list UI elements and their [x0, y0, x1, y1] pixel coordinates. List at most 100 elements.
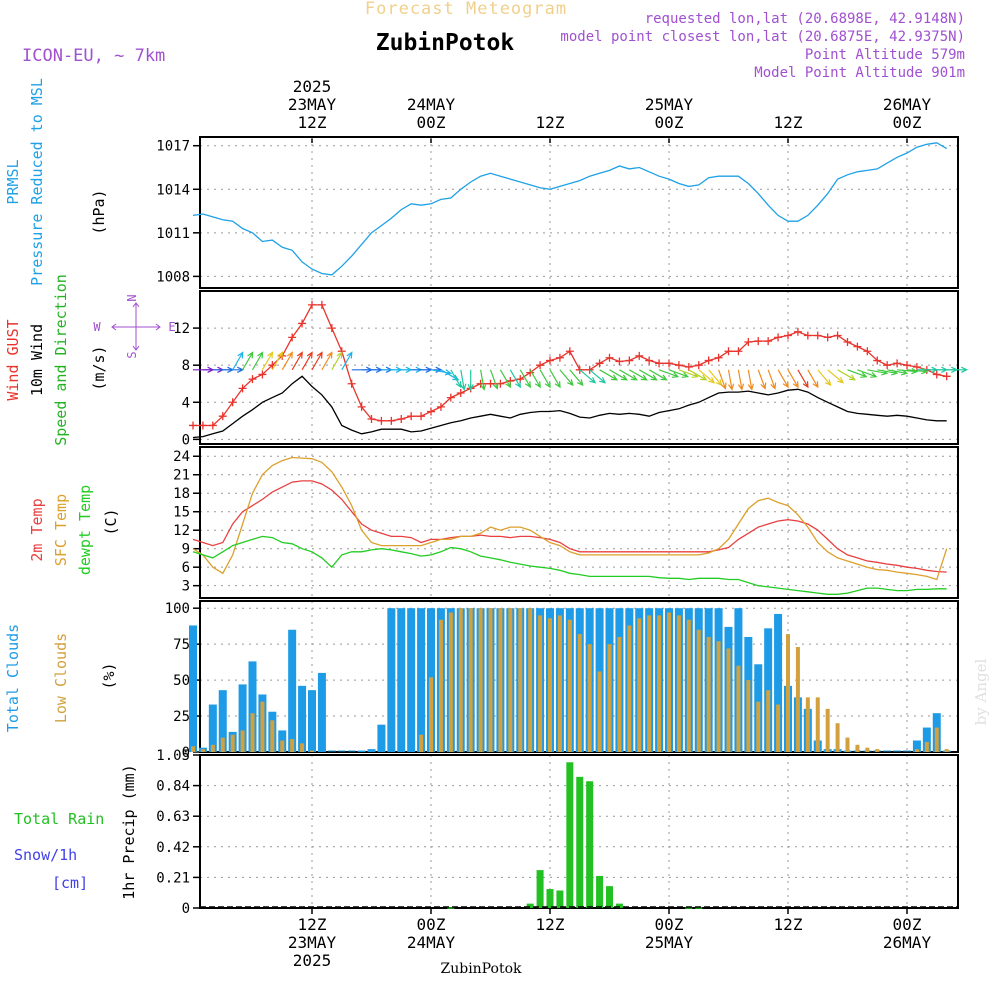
low-cloud-bar — [597, 671, 602, 752]
gust-marker — [784, 331, 792, 340]
low-cloud-bar — [855, 744, 860, 752]
wind-speed-line — [192, 375, 947, 439]
total-cloud-bar — [764, 628, 773, 752]
wind-direction-arrow — [609, 369, 629, 381]
y-tick-label: 75 — [173, 637, 190, 653]
top-time-label: 12Z — [774, 113, 803, 132]
low-cloud-bar — [478, 608, 483, 752]
gust-marker — [417, 412, 426, 421]
low-clouds-label: Low Clouds — [52, 633, 70, 723]
total-cloud-bar — [387, 608, 396, 752]
y-tick-label: 1008 — [156, 269, 190, 285]
total-cloud-bar — [288, 629, 297, 752]
gust-marker — [397, 414, 406, 423]
low-cloud-bar — [944, 749, 949, 752]
sfc-temp-label: SFC Temp — [52, 494, 70, 566]
low-cloud-bar — [528, 608, 533, 752]
y-tick-label: 0 — [182, 745, 190, 761]
compass-west: W — [93, 320, 101, 334]
panel-frame — [199, 446, 959, 599]
total-cloud-bar — [248, 661, 257, 752]
requested-coords: requested lon,lat (20.6898E, 42.9148N) — [645, 11, 965, 27]
low-cloud-bar — [845, 737, 850, 752]
gust-marker — [546, 356, 554, 365]
bottom-time-label: 24MAY — [407, 933, 456, 952]
wind-direction-arrow — [281, 351, 294, 371]
total-cloud-bar — [189, 625, 197, 752]
gust-marker — [883, 361, 892, 370]
gust-marker — [615, 357, 624, 366]
gust-marker — [228, 398, 237, 407]
wind-direction-arrow — [648, 369, 668, 381]
gust-marker — [734, 347, 743, 356]
total-cloud-bar — [208, 704, 217, 752]
compass-south: S — [125, 351, 139, 358]
wind-direction-arrow — [668, 369, 690, 378]
wind-direction-arrow — [251, 351, 264, 371]
y-tick-label: 8 — [182, 358, 190, 374]
bottom-time-label: 25MAY — [645, 933, 694, 952]
bottom-time-label: 23MAY — [288, 933, 337, 952]
rain-bar — [536, 870, 544, 908]
y-tick-label: 12 — [173, 321, 190, 337]
total-cloud-bar — [317, 672, 326, 752]
wind-direction-arrow — [509, 369, 521, 389]
pressure-label: Pressure Reduced to MSL — [28, 78, 46, 286]
y-tick-label: 0.84 — [156, 779, 190, 795]
top-time-label: 00Z — [417, 113, 446, 132]
gust-marker — [456, 389, 465, 397]
low-cloud-bar — [786, 634, 790, 752]
bottom-time-label: 00Z — [893, 915, 922, 934]
total-cloud-bar — [397, 608, 406, 752]
pressure-line — [192, 142, 948, 276]
top-time-label: 25MAY — [645, 95, 694, 114]
panel-clouds: 0 25 50 75 100 Total Clouds Low Clouds (%) — [4, 600, 959, 761]
low-cloud-bar — [270, 720, 275, 752]
gust-marker — [942, 372, 951, 381]
low-cloud-bar — [220, 737, 225, 752]
low-cloud-bar — [567, 619, 572, 752]
top-time-label: 24MAY — [407, 95, 456, 114]
gust-marker — [189, 421, 197, 430]
total-rain-label: Total Rain — [14, 810, 104, 828]
gust-marker — [714, 353, 723, 362]
temp-unit: (C) — [102, 508, 120, 535]
dewpt-label: dewpt Temp — [76, 485, 94, 575]
y-tick-label: 15 — [173, 505, 190, 521]
gust-marker — [625, 356, 634, 365]
y-tick-label: 3 — [182, 579, 190, 595]
bottom-time-label: 12Z — [298, 915, 327, 934]
wind-direction-arrow — [787, 369, 799, 389]
gust-marker — [575, 365, 584, 374]
gust-marker — [486, 379, 495, 388]
gust-marker — [764, 337, 773, 346]
bottom-time-label: 12Z — [774, 915, 803, 934]
prmsl-label: PRMSL — [4, 159, 22, 204]
gust-marker — [248, 375, 257, 384]
gust-marker — [744, 338, 753, 346]
footer-location: ZubinPotok — [440, 961, 522, 977]
low-cloud-bar — [766, 690, 771, 752]
y-tick-label: 0 — [182, 432, 190, 448]
wind-direction-arrow — [897, 367, 919, 375]
low-cloud-bar — [805, 697, 810, 752]
low-cloud-bar — [924, 741, 929, 752]
compass-north: N — [125, 294, 139, 301]
low-cloud-bar — [756, 701, 761, 752]
wind-direction-arrow — [569, 369, 584, 387]
rain-bar — [695, 907, 703, 909]
bottom-time-label: 00Z — [655, 915, 684, 934]
gust-marker — [595, 359, 604, 368]
forecast-label: Forecast Meteogram — [365, 0, 567, 19]
y-tick-label: 1014 — [156, 182, 190, 198]
gust-marker — [407, 412, 416, 421]
gust-marker — [585, 365, 594, 374]
bottom-time-label: 2025 — [293, 951, 332, 970]
gust-marker — [536, 361, 545, 370]
wind-direction-arrow — [480, 369, 487, 391]
low-cloud-bar — [647, 615, 652, 752]
wind-direction-arrow — [658, 369, 680, 378]
total-cloud-bar — [417, 608, 426, 752]
gust-marker — [863, 347, 872, 356]
